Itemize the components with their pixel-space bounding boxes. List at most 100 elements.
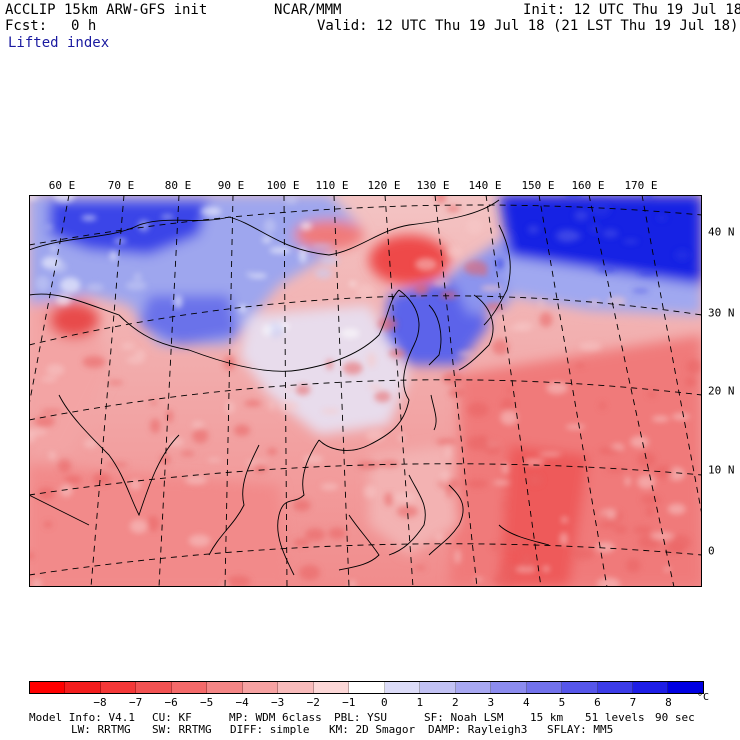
lat-label-30n: 30 N [708, 306, 735, 320]
field-speckle [598, 522, 617, 529]
field-speckle [320, 255, 339, 266]
field-speckle [149, 400, 158, 405]
field-speckle [356, 284, 375, 298]
field-speckle [44, 521, 53, 528]
field-speckle [502, 502, 509, 508]
field-speckle [454, 549, 461, 564]
colorbar-tick-label: 7 [629, 696, 637, 709]
field-speckle [121, 342, 136, 350]
field-speckle [34, 415, 55, 428]
field-speckle [506, 387, 513, 393]
colorbar-tick-label: 1 [416, 696, 424, 709]
field-speckle [284, 195, 298, 205]
colorbar-tick-label: 5 [558, 696, 566, 709]
field-speckle [637, 452, 656, 468]
field-speckle [262, 236, 272, 244]
footer-mp: MP: WDM 6class [229, 711, 322, 724]
field-speckle [320, 483, 339, 491]
field-speckle [440, 470, 450, 486]
field-speckle [32, 578, 42, 587]
field-speckle [561, 516, 568, 524]
field-speckle [180, 451, 195, 457]
colorbar-tick-label: −2 [306, 696, 320, 709]
field-speckle [29, 552, 35, 560]
lat-label-40n: 40 N [708, 225, 735, 239]
field-speckle [41, 376, 57, 382]
field-speckle [268, 400, 275, 411]
field-speckle [285, 386, 294, 392]
field-speckle [501, 462, 509, 475]
field-speckle [138, 219, 150, 232]
footer-lw: LW: RRTMG [71, 723, 131, 736]
field-speckle [466, 479, 488, 489]
footer-cu: CU: KF [152, 711, 192, 724]
field-speckle [440, 290, 457, 300]
field-speckle [225, 401, 235, 414]
colorbar-tick-label: −6 [164, 696, 178, 709]
field-speckle [231, 346, 242, 350]
field-speckle [368, 384, 382, 391]
field-speckle [595, 541, 615, 553]
field-speckle [64, 475, 82, 485]
center-label: NCAR/MMM [274, 2, 342, 18]
field-speckle [466, 219, 483, 235]
colorbar-box [632, 682, 669, 693]
field-speckle [521, 554, 532, 570]
init-time: Init: 12 UTC Thu 19 Jul 18 [523, 2, 740, 18]
field-speckle [262, 324, 273, 336]
colorbar-tick-label: −3 [271, 696, 285, 709]
field-speckle [295, 384, 311, 396]
field-speckle [650, 532, 674, 540]
lon-label-110e: 110 E [315, 179, 349, 192]
field-speckle [633, 526, 653, 534]
field-speckle [326, 359, 333, 370]
field-speckle [613, 525, 628, 534]
field-speckle [160, 214, 174, 220]
field-speckle [59, 277, 81, 293]
field-speckle [414, 565, 427, 570]
lat-label-10n: 10 N [708, 463, 735, 477]
field-speckle [53, 195, 75, 203]
colorbar [29, 681, 704, 694]
field-speckle [565, 424, 586, 430]
field-speckle [249, 273, 268, 279]
map-canvas [29, 195, 702, 587]
lon-label-170e: 170 E [624, 179, 658, 192]
field-speckle [464, 260, 488, 276]
lon-label-140e: 140 E [468, 179, 502, 192]
colorbar-box [100, 682, 137, 693]
colorbar-unit: °C [697, 692, 710, 703]
footer-diff: DIFF: simple [230, 723, 310, 736]
field-speckle [253, 463, 268, 474]
field-speckle [415, 258, 437, 271]
footer-sflay: SFLAY: MM5 [547, 723, 614, 736]
field-speckle [110, 250, 117, 261]
field-speckle [40, 409, 63, 414]
lon-label-150e: 150 E [521, 179, 555, 192]
field-speckle [484, 439, 501, 455]
field-speckle [523, 458, 545, 465]
colorbar-box [597, 682, 633, 693]
field-speckle [50, 245, 58, 251]
field-speckle [200, 206, 222, 216]
field-speckle [493, 573, 515, 586]
field-speckle [473, 577, 484, 582]
colorbar-box [30, 682, 66, 693]
field-speckle [491, 339, 509, 355]
colorbar-box [278, 682, 314, 693]
grid-lines [29, 195, 702, 587]
field-speckle [504, 537, 523, 550]
field-speckle [564, 195, 584, 200]
lon-label-100e: 100 E [266, 179, 300, 192]
field-speckle [481, 271, 488, 276]
field-speckle [542, 565, 550, 572]
field-speckle [444, 444, 452, 460]
field-speckle [363, 485, 377, 499]
footer-sf: SF: Noah LSM [424, 711, 504, 724]
colorbar-box [171, 682, 208, 693]
field-speckle [435, 195, 447, 204]
field-speckle [311, 243, 333, 248]
footer-timestep: 90 sec [655, 711, 695, 724]
field-speckle [192, 428, 209, 444]
field-speckle [340, 328, 360, 339]
